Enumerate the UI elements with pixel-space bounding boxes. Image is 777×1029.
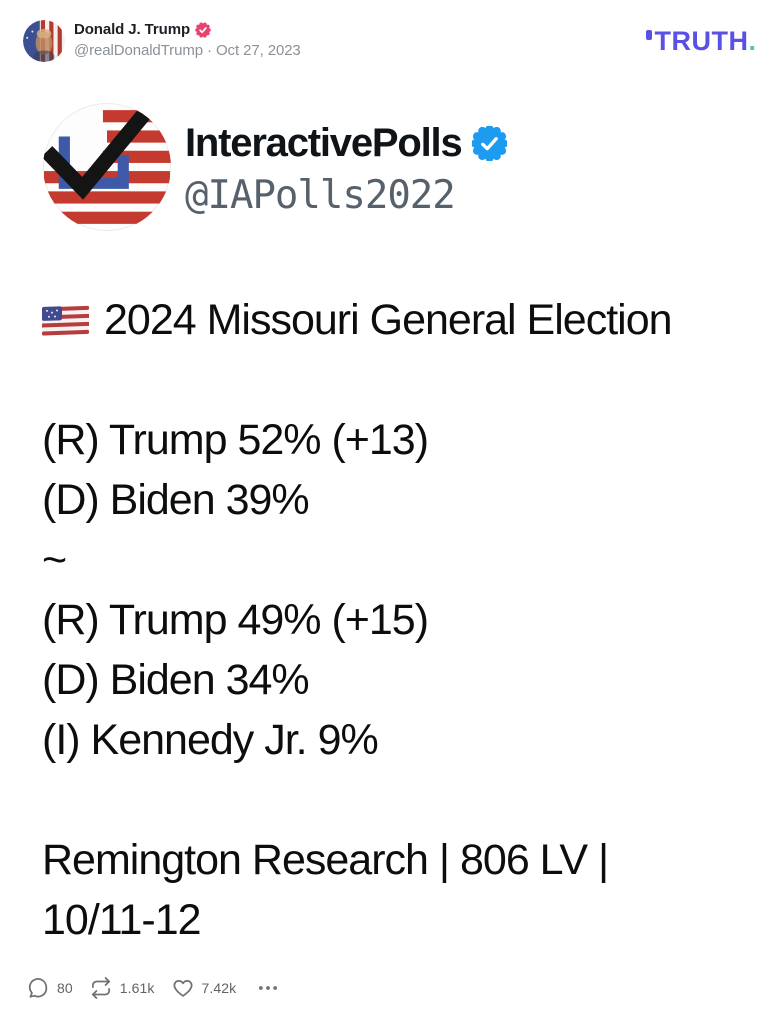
truth-logo-tick-icon [645, 30, 652, 40]
reply-count: 80 [57, 980, 73, 996]
post-author-name[interactable]: Donald J. Trump [74, 21, 191, 38]
tweet-header: InteractivePolls @IAPolls2022 [42, 102, 742, 232]
tweet-title-text: 2024 Missouri General Election [104, 296, 673, 344]
poll-line: (R) Trump 49% (+15) [42, 596, 429, 644]
heart-icon [173, 979, 193, 997]
reply-button[interactable]: 80 [27, 977, 73, 999]
truth-logo-dot: . [748, 26, 756, 56]
truth-verified-badge-icon [195, 22, 211, 37]
post-author-avatar[interactable] [23, 20, 65, 62]
reply-bubble-icon [28, 978, 48, 998]
poll-line: (D) Biden 34% [42, 656, 310, 704]
ellipsis-icon [259, 986, 278, 990]
poll-line: (R) Trump 52% (+13) [42, 416, 429, 464]
truth-logo[interactable]: TRUTH . [645, 26, 756, 56]
truth-logo-word: TRUTH [654, 26, 749, 56]
poll-line-separator: ~ [42, 536, 67, 584]
post-action-bar: 80 1.61k 7.42k [27, 977, 279, 999]
interactivepolls-avatar-icon [43, 103, 171, 231]
more-options-button[interactable] [257, 977, 279, 999]
tweet-image-attachment[interactable]: InteractivePolls @IAPolls2022 [42, 102, 742, 950]
twitter-verified-badge-icon [472, 125, 508, 161]
trump-flag-avatar-icon [23, 20, 65, 62]
like-button[interactable]: 7.42k [172, 977, 237, 999]
retruth-icon [91, 977, 110, 999]
like-count: 7.42k [201, 980, 237, 996]
poll-line: (I) Kennedy Jr. 9% [42, 716, 379, 764]
post-meta[interactable]: @realDonaldTrump · Oct 27, 2023 [74, 42, 301, 59]
blank-line [42, 350, 742, 410]
blank-line [42, 770, 742, 830]
tweet-source-line: Remington Research | 806 LV | 10/11-12 [42, 836, 609, 944]
poll-line: (D) Biden 39% [42, 476, 310, 524]
tweet-author-handle: @IAPolls2022 [185, 172, 456, 218]
post-header: Donald J. Trump @realDonaldTrump · Oct 2… [0, 0, 777, 80]
retruth-count: 1.61k [119, 980, 155, 996]
tweet-author-name: InteractivePolls [185, 120, 463, 165]
us-flag-emoji-icon [42, 305, 89, 336]
retruth-button[interactable]: 1.61k [90, 977, 155, 999]
tweet-body: 2024 Missouri General Election (R) Trump… [42, 290, 742, 950]
tweet-title-line: 2024 Missouri General Election [42, 290, 742, 350]
